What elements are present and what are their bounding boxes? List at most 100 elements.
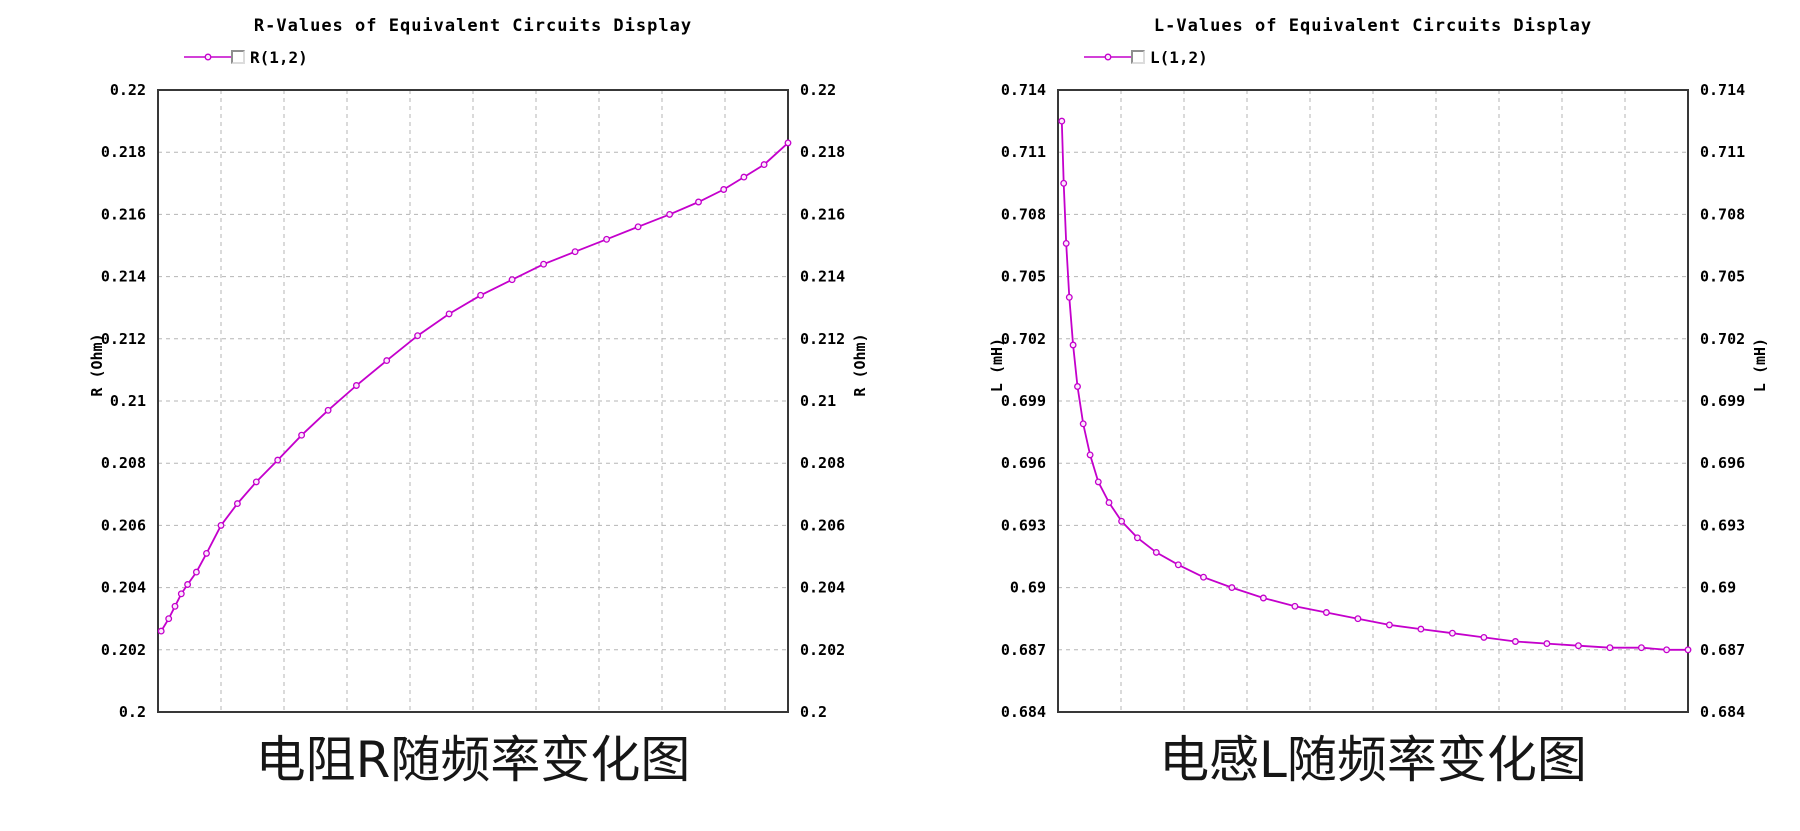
y-tick-label-left: 0.206 bbox=[101, 516, 146, 534]
y-tick-label-left: 0.208 bbox=[101, 454, 146, 472]
l-legend-label: L(1,2) bbox=[1150, 47, 1208, 67]
data-point-marker bbox=[1354, 615, 1362, 623]
data-series-line bbox=[1060, 121, 1688, 651]
data-point-marker bbox=[571, 248, 579, 256]
data-point-marker bbox=[760, 161, 768, 169]
y-tick-label-left: 0.702 bbox=[1001, 330, 1046, 348]
data-point-marker bbox=[540, 260, 548, 268]
data-point-marker bbox=[720, 186, 728, 193]
data-point-marker bbox=[1152, 548, 1160, 556]
y-tick-label-right: 0.21 bbox=[800, 392, 836, 410]
data-point-marker bbox=[1291, 602, 1299, 610]
r-chart-caption: 电阻R随频率变化图 bbox=[255, 731, 691, 789]
y-tick-label-left: 0.693 bbox=[1001, 516, 1046, 534]
data-point-marker bbox=[274, 456, 282, 464]
data-point-marker bbox=[477, 291, 485, 299]
data-point-marker bbox=[1637, 644, 1645, 652]
y-tick-label-right: 0.69 bbox=[1700, 579, 1736, 597]
data-point-marker bbox=[1684, 646, 1692, 654]
data-point-marker bbox=[1543, 640, 1551, 648]
y-tick-label-right: 0.216 bbox=[800, 205, 845, 223]
data-point-marker bbox=[1385, 621, 1393, 629]
y-tick-label-left: 0.202 bbox=[101, 641, 146, 659]
l-plot-area: 0.714 0.714 0.711 0.711 0.708 0.708 0.705 0.705… bbox=[1001, 81, 1745, 721]
legend-line-marker-icon bbox=[1084, 53, 1132, 61]
y-tick-label-left: 0.214 bbox=[101, 268, 146, 286]
y-tick-label-left: 0.699 bbox=[1001, 392, 1046, 410]
data-point-marker bbox=[1574, 642, 1582, 650]
data-point-marker bbox=[233, 500, 241, 508]
data-point-marker bbox=[1606, 644, 1614, 652]
r-chart-panel: R-Values of Equivalent Circuits Display … bbox=[88, 16, 869, 789]
data-point-marker bbox=[1069, 341, 1077, 349]
y-tick-label-left: 0.69 bbox=[1010, 579, 1046, 597]
r-legend-checkbox[interactable] bbox=[231, 50, 245, 64]
y-tick-label-left: 0.714 bbox=[1001, 81, 1046, 99]
data-point-marker bbox=[603, 235, 611, 243]
y-tick-label-right: 0.705 bbox=[1700, 268, 1745, 286]
y-tick-label-right: 0.693 bbox=[1700, 516, 1745, 534]
y-tick-label-right: 0.687 bbox=[1700, 641, 1745, 659]
l-chart-title: L-Values of Equivalent Circuits Display bbox=[1153, 16, 1593, 36]
data-point-marker bbox=[666, 210, 674, 218]
y-tick-label-right: 0.699 bbox=[1700, 392, 1745, 410]
y-tick-label-right: 0.212 bbox=[800, 330, 845, 348]
y-tick-label-left: 0.687 bbox=[1001, 641, 1046, 659]
y-tick-label-right: 0.202 bbox=[800, 641, 845, 659]
data-point-marker bbox=[298, 431, 306, 439]
y-tick-label-left: 0.212 bbox=[101, 330, 146, 348]
y-tick-label-right: 0.702 bbox=[1700, 330, 1745, 348]
y-tick-label-left: 0.204 bbox=[101, 579, 146, 597]
data-point-marker bbox=[1074, 383, 1081, 390]
l-legend-checkbox[interactable] bbox=[1131, 50, 1145, 64]
legend-line-marker-icon bbox=[184, 53, 232, 61]
l-chart-caption: 电感L随频率变化图 bbox=[1159, 731, 1587, 789]
y-tick-label-right: 0.684 bbox=[1700, 703, 1745, 721]
data-point-marker bbox=[1200, 573, 1207, 581]
data-point-marker bbox=[784, 139, 792, 147]
data-point-marker bbox=[414, 332, 422, 340]
data-point-marker bbox=[1062, 239, 1070, 247]
y-tick-label-left: 0.705 bbox=[1001, 268, 1046, 286]
y-tick-label-left: 0.684 bbox=[1001, 703, 1046, 721]
y-tick-label-left: 0.218 bbox=[101, 143, 146, 161]
data-point-marker bbox=[1259, 594, 1267, 602]
data-point-marker bbox=[1079, 420, 1087, 428]
data-point-marker bbox=[508, 276, 516, 284]
l-legend: L(1,2) bbox=[1083, 47, 1208, 67]
data-point-marker bbox=[695, 198, 702, 206]
r-legend-label: R(1,2) bbox=[250, 47, 308, 67]
data-point-marker bbox=[177, 590, 185, 598]
data-point-marker bbox=[324, 406, 332, 414]
data-point-marker bbox=[1118, 517, 1126, 525]
y-tick-label-right: 0.714 bbox=[1700, 81, 1745, 99]
y-tick-label-right: 0.708 bbox=[1700, 205, 1745, 223]
data-point-marker bbox=[1058, 117, 1066, 125]
data-point-marker bbox=[740, 173, 748, 181]
data-point-marker bbox=[252, 478, 260, 486]
data-point-marker bbox=[1174, 561, 1182, 569]
data-point-marker bbox=[217, 521, 225, 529]
data-point-marker bbox=[1417, 625, 1425, 633]
y-tick-label-right: 0.22 bbox=[800, 81, 836, 99]
y-tick-label-left: 0.696 bbox=[1001, 454, 1046, 472]
y-tick-label-left: 0.711 bbox=[1001, 143, 1046, 161]
data-point-marker bbox=[1094, 478, 1102, 486]
y-tick-label-right: 0.2 bbox=[800, 703, 827, 721]
data-point-marker bbox=[1322, 609, 1330, 616]
data-point-marker bbox=[352, 382, 360, 389]
data-point-marker bbox=[634, 223, 642, 231]
data-point-marker bbox=[157, 627, 165, 635]
y-tick-label-right: 0.214 bbox=[800, 268, 845, 286]
y-tick-label-left: 0.21 bbox=[110, 392, 146, 410]
data-point-marker bbox=[184, 581, 192, 588]
data-point-marker bbox=[1228, 584, 1236, 592]
y-tick-label-right: 0.204 bbox=[800, 579, 845, 597]
plot-frame bbox=[157, 89, 789, 713]
r-legend: R(1,2) bbox=[183, 47, 308, 67]
data-point-marker bbox=[192, 568, 200, 576]
data-point-marker bbox=[1663, 646, 1671, 654]
y-tick-label-left: 0.22 bbox=[110, 81, 146, 99]
data-point-marker bbox=[1086, 451, 1094, 459]
r-chart-title: R-Values of Equivalent Circuits Display bbox=[253, 16, 693, 36]
